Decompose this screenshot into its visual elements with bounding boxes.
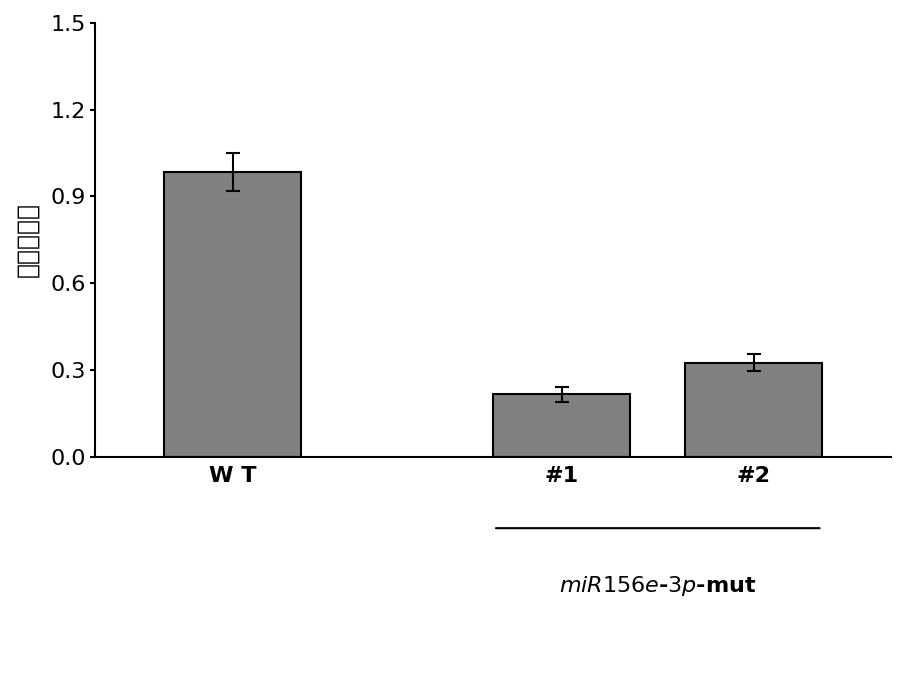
- Text: $\it{miR156e}$-$\it{3p}$-mut: $\it{miR156e}$-$\it{3p}$-mut: [559, 574, 757, 598]
- Y-axis label: 基因表达量: 基因表达量: [15, 203, 39, 277]
- Bar: [164, 172, 301, 457]
- Bar: [685, 363, 823, 457]
- Bar: [493, 395, 631, 457]
